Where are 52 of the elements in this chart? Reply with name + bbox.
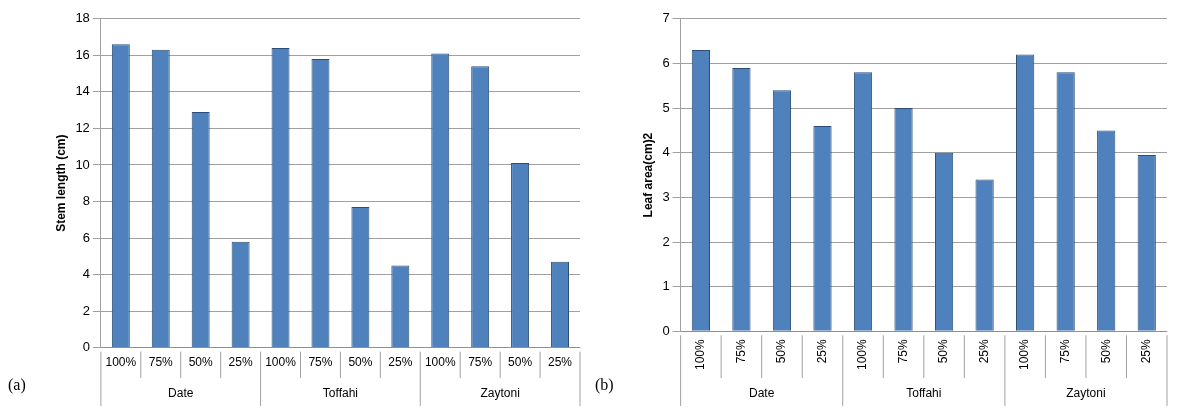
x-tick-label: 100% (265, 355, 297, 370)
x-tick-label: 50% (774, 338, 789, 364)
x-tick-label: 75% (308, 355, 333, 370)
y-tick-label: 16 (75, 46, 90, 62)
y-tick-label: 2 (82, 302, 90, 318)
x-tick-label: 100% (855, 338, 870, 371)
y-tick-label: 0 (662, 322, 670, 338)
y-tick-label: 4 (662, 144, 670, 160)
y-tick-label: 18 (75, 10, 90, 26)
y-tick-label: 14 (75, 83, 90, 99)
x-tick-label: 100% (105, 355, 137, 370)
text: Zaytoni (1066, 386, 1106, 401)
y-axis-title: Leaf area(cm)2 (640, 132, 655, 218)
x-tick-label: 75% (468, 355, 493, 370)
x-tick-label: 25% (814, 338, 829, 364)
text: Toffahi (906, 386, 942, 401)
x-tick-label: 50% (508, 355, 533, 370)
x-tick-label: 50% (936, 338, 951, 364)
text: Date (749, 386, 775, 401)
x-tick-label: 100% (1017, 338, 1032, 371)
x-tick-label: 25% (388, 355, 413, 370)
text: (a) (8, 376, 27, 396)
x-tick-label: 25% (1139, 338, 1154, 364)
y-tick-label: 2 (662, 233, 670, 249)
x-tick-label: 75% (733, 338, 748, 364)
y-tick-label: 0 (82, 339, 90, 355)
y-axis-title: Stem length (cm) (53, 134, 68, 232)
x-tick-label: 100% (424, 355, 456, 370)
y-tick-label: 5 (662, 99, 670, 115)
x-tick-label: 100% (693, 338, 708, 371)
x-tick-label: 75% (148, 355, 174, 370)
text: Date (168, 386, 194, 401)
y-tick-label: 4 (82, 266, 90, 282)
text: Toffahi (322, 386, 358, 401)
x-tick-label: 50% (1098, 338, 1113, 364)
x-tick-label: 50% (348, 355, 373, 370)
x-tick-label: 50% (188, 355, 214, 370)
y-tick-label: 6 (662, 55, 670, 71)
x-tick-label: 75% (895, 338, 910, 364)
y-tick-label: 12 (75, 119, 90, 135)
y-tick-label: 7 (662, 10, 670, 26)
y-tick-label: 1 (662, 278, 670, 294)
y-tick-label: 6 (82, 229, 90, 245)
y-tick-label: 8 (82, 193, 90, 209)
y-tick-label: 3 (662, 188, 670, 204)
text: (b) (595, 376, 615, 396)
text: Zaytoni (480, 386, 520, 401)
x-tick-label: 75% (1057, 338, 1072, 364)
y-tick-label: 10 (75, 156, 90, 172)
x-tick-label: 25% (228, 355, 253, 370)
x-tick-label: 25% (548, 355, 573, 370)
x-tick-label: 25% (976, 338, 991, 364)
